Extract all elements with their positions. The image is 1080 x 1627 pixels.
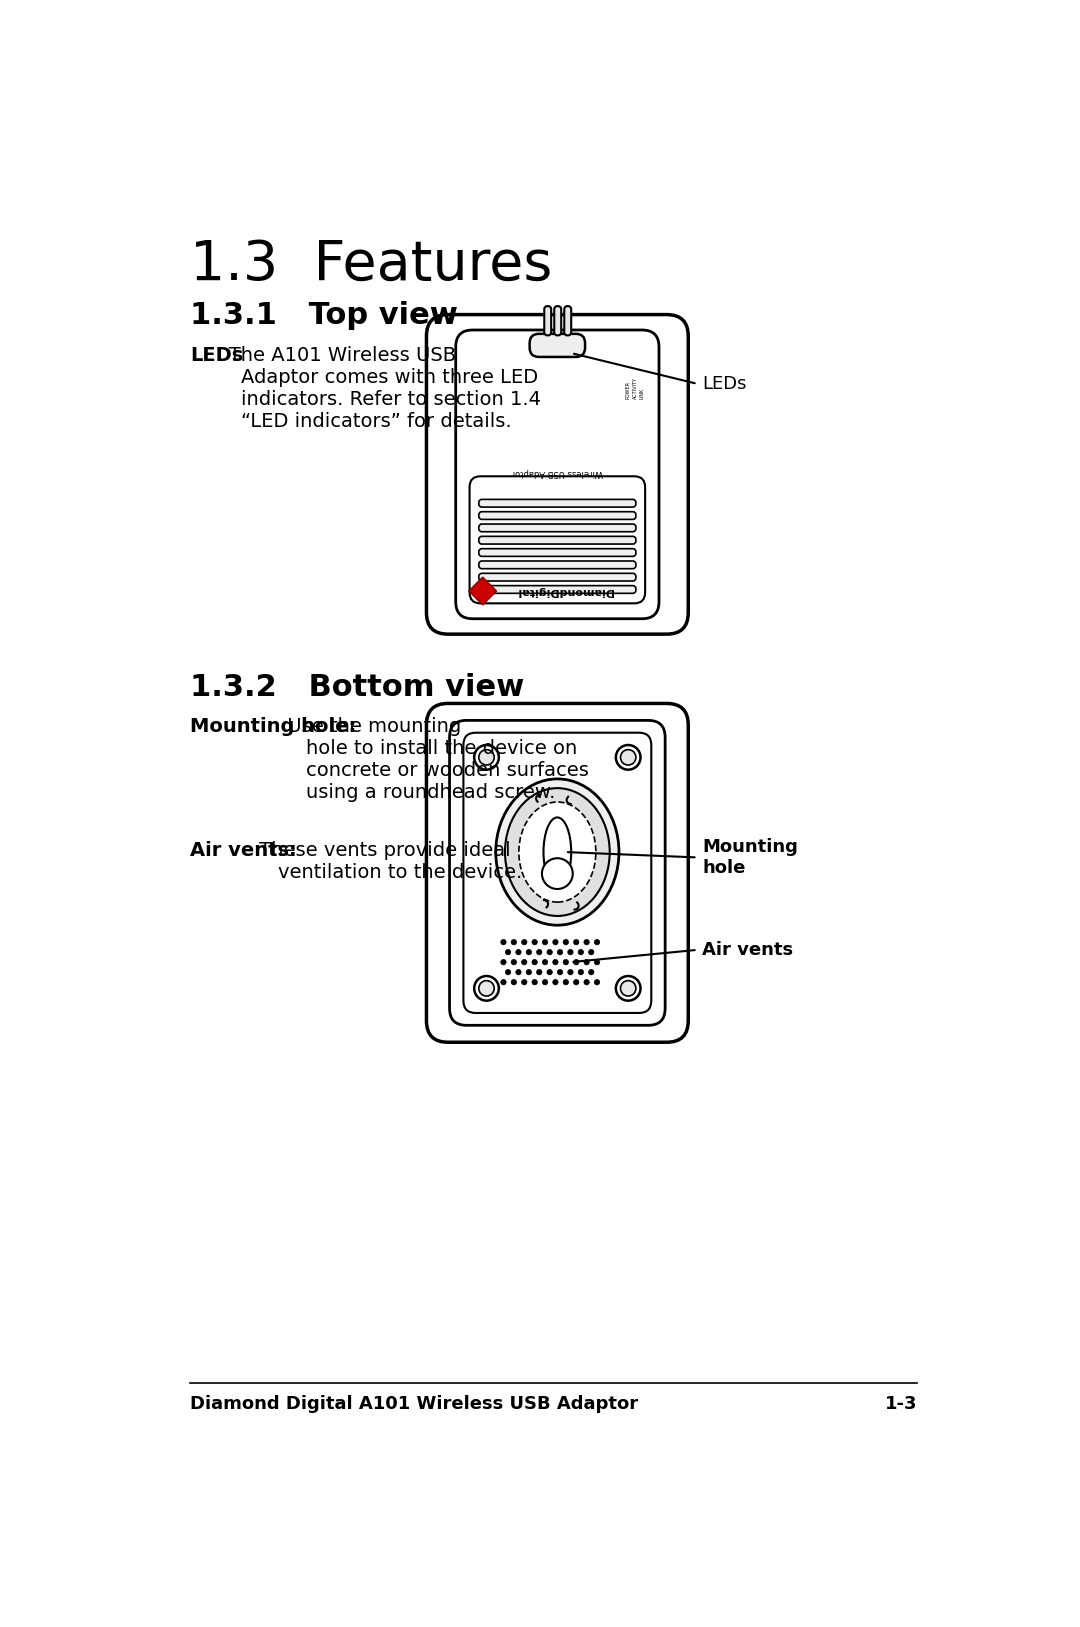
Circle shape	[594, 979, 599, 984]
Text: LEDs: LEDs	[702, 374, 746, 392]
Circle shape	[532, 939, 538, 945]
Ellipse shape	[496, 779, 619, 926]
FancyBboxPatch shape	[463, 732, 651, 1014]
Ellipse shape	[505, 787, 610, 916]
Circle shape	[578, 950, 583, 955]
Ellipse shape	[543, 817, 571, 887]
Text: : The A101 Wireless USB
    Adaptor comes with three LED
    indicators. Refer t: : The A101 Wireless USB Adaptor comes wi…	[216, 347, 541, 431]
Circle shape	[563, 939, 568, 945]
Circle shape	[573, 960, 579, 965]
Circle shape	[568, 970, 573, 975]
Text: Use the mounting
    hole to install the device on
    concrete or wooden surfac: Use the mounting hole to install the dev…	[281, 718, 589, 802]
Circle shape	[516, 970, 522, 975]
Text: Mounting hole:: Mounting hole:	[190, 718, 356, 737]
FancyBboxPatch shape	[478, 548, 636, 556]
Circle shape	[478, 750, 495, 765]
Circle shape	[584, 979, 590, 984]
Circle shape	[511, 960, 516, 965]
Circle shape	[505, 950, 511, 955]
Circle shape	[542, 960, 548, 965]
Circle shape	[474, 745, 499, 770]
FancyBboxPatch shape	[554, 306, 562, 335]
Polygon shape	[469, 578, 497, 605]
FancyBboxPatch shape	[427, 703, 688, 1043]
Text: Wireless USB Adaptor: Wireless USB Adaptor	[512, 469, 603, 477]
Text: ACTIVITY: ACTIVITY	[633, 377, 637, 399]
Circle shape	[516, 950, 522, 955]
Circle shape	[542, 979, 548, 984]
Circle shape	[621, 750, 636, 765]
FancyBboxPatch shape	[478, 524, 636, 532]
FancyBboxPatch shape	[478, 499, 636, 508]
Circle shape	[532, 960, 538, 965]
Circle shape	[546, 970, 552, 975]
FancyBboxPatch shape	[470, 477, 645, 604]
FancyBboxPatch shape	[529, 334, 585, 356]
Circle shape	[542, 939, 548, 945]
Circle shape	[553, 979, 558, 984]
Text: 1-3: 1-3	[885, 1394, 917, 1412]
Text: POWER: POWER	[625, 381, 631, 399]
Circle shape	[542, 857, 572, 888]
Circle shape	[546, 950, 552, 955]
Circle shape	[573, 939, 579, 945]
Circle shape	[511, 979, 516, 984]
Circle shape	[563, 979, 568, 984]
Circle shape	[557, 950, 563, 955]
FancyBboxPatch shape	[544, 306, 551, 335]
Circle shape	[537, 950, 542, 955]
Text: Air vents: Air vents	[702, 940, 793, 958]
Circle shape	[511, 939, 516, 945]
Circle shape	[553, 960, 558, 965]
Text: Diamond Digital A101 Wireless USB Adaptor: Diamond Digital A101 Wireless USB Adapto…	[190, 1394, 638, 1412]
FancyBboxPatch shape	[427, 314, 688, 635]
Circle shape	[557, 970, 563, 975]
Circle shape	[578, 970, 583, 975]
Circle shape	[505, 970, 511, 975]
Circle shape	[584, 960, 590, 965]
FancyBboxPatch shape	[478, 586, 636, 594]
Circle shape	[522, 960, 527, 965]
Text: 1.3.2   Bottom view: 1.3.2 Bottom view	[190, 672, 524, 701]
Circle shape	[522, 979, 527, 984]
Text: Mounting
hole: Mounting hole	[702, 838, 798, 877]
Circle shape	[589, 950, 594, 955]
Circle shape	[594, 960, 599, 965]
Circle shape	[526, 950, 531, 955]
FancyBboxPatch shape	[478, 573, 636, 581]
Text: LEDs: LEDs	[190, 347, 243, 364]
Circle shape	[501, 979, 507, 984]
Circle shape	[537, 970, 542, 975]
Circle shape	[589, 970, 594, 975]
Text: 1.3  Features: 1.3 Features	[190, 238, 553, 291]
Circle shape	[573, 979, 579, 984]
FancyBboxPatch shape	[478, 537, 636, 543]
Text: Air vents:: Air vents:	[190, 841, 297, 859]
Circle shape	[522, 939, 527, 945]
Text: LINK: LINK	[639, 389, 645, 399]
FancyBboxPatch shape	[449, 721, 665, 1025]
FancyBboxPatch shape	[456, 330, 659, 618]
Circle shape	[568, 950, 573, 955]
Circle shape	[584, 939, 590, 945]
Circle shape	[526, 970, 531, 975]
FancyBboxPatch shape	[478, 513, 636, 519]
Circle shape	[474, 976, 499, 1001]
Circle shape	[621, 981, 636, 996]
Circle shape	[594, 939, 599, 945]
Circle shape	[501, 960, 507, 965]
FancyBboxPatch shape	[564, 306, 571, 335]
Circle shape	[501, 939, 507, 945]
Circle shape	[478, 981, 495, 996]
Text: 1.3.1   Top view: 1.3.1 Top view	[190, 301, 458, 330]
Text: DiamondDigital: DiamondDigital	[517, 586, 613, 595]
FancyBboxPatch shape	[478, 561, 636, 569]
Circle shape	[616, 976, 640, 1001]
Circle shape	[563, 960, 568, 965]
Ellipse shape	[518, 802, 596, 901]
Text: These vents provide ideal
    ventilation to the device.: These vents provide ideal ventilation to…	[253, 841, 523, 882]
Circle shape	[532, 979, 538, 984]
Circle shape	[616, 745, 640, 770]
Circle shape	[553, 939, 558, 945]
